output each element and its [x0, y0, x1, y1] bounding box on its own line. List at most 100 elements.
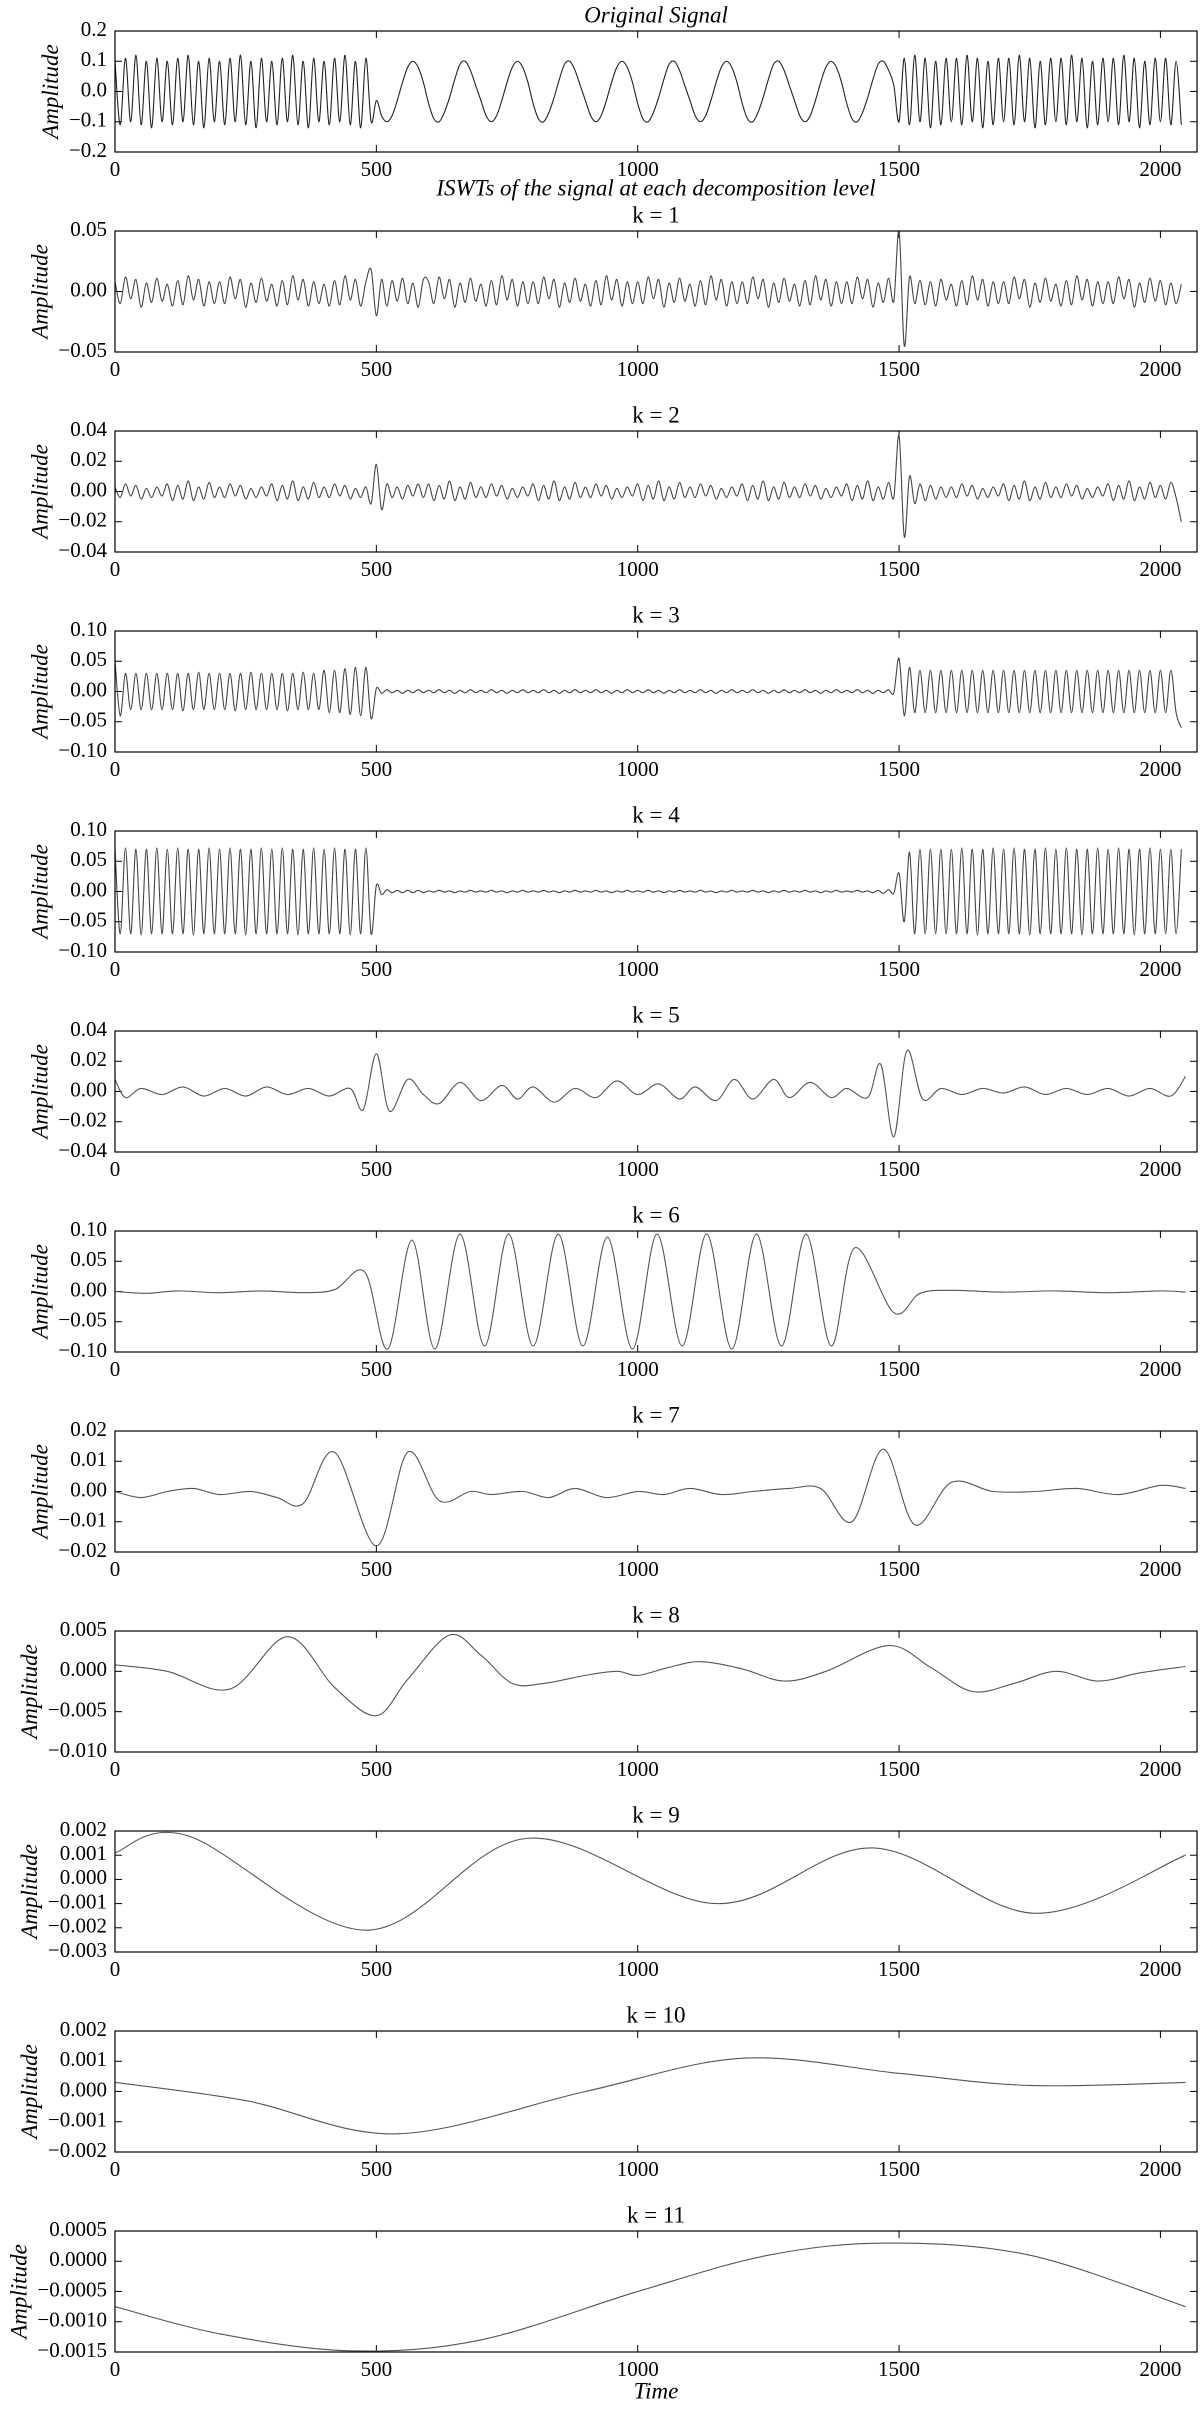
- x-tick-label: 1500: [878, 1357, 920, 1381]
- x-tick-label: 500: [361, 1357, 393, 1381]
- x-tick-label: 0: [110, 1357, 121, 1381]
- y-tick-label: 0.00: [70, 277, 107, 301]
- y-tick-label: 0.2: [81, 17, 107, 41]
- signal-line: [115, 1049, 1186, 1138]
- plot-frame: [114, 1230, 1198, 1353]
- plot-frame: [114, 630, 1198, 753]
- plot-frame: [114, 830, 1198, 953]
- x-tick-label: 500: [361, 957, 393, 981]
- x-tick-label: 1500: [878, 557, 920, 581]
- x-tick-label: 0: [110, 757, 121, 781]
- plot-frame: [114, 30, 1198, 153]
- x-tick-label: 1500: [878, 2357, 920, 2381]
- y-tick-label: 0.04: [70, 417, 107, 441]
- y-tick-label: −0.001: [48, 2108, 107, 2132]
- chart-title: k = 2: [632, 402, 679, 427]
- signal-line: [115, 54, 1182, 129]
- signal-line: [115, 2057, 1186, 2135]
- y-tick-label: −0.05: [58, 908, 107, 932]
- signal-line: [115, 434, 1182, 538]
- y-tick-label: 0.10: [70, 1217, 107, 1241]
- x-tick-label: 500: [361, 557, 393, 581]
- x-tick-label: 2000: [1139, 557, 1181, 581]
- x-axis-label: Time: [634, 2378, 679, 2403]
- signal-line: [115, 657, 1182, 729]
- y-tick-label: −0.001: [48, 1889, 107, 1913]
- chart-title: k = 11: [627, 2202, 685, 2227]
- y-tick-label: −0.2: [69, 138, 107, 162]
- y-tick-label: 0.02: [70, 1047, 107, 1071]
- y-tick-label: 0.005: [60, 1617, 107, 1641]
- chart-title: Original Signal: [584, 2, 728, 27]
- x-tick-label: 1000: [617, 557, 659, 581]
- y-tick-label: −0.10: [58, 1338, 107, 1362]
- x-tick-label: 0: [110, 357, 121, 381]
- y-tick-label: −0.0005: [37, 2277, 107, 2301]
- y-tick-label: −0.005: [48, 1697, 107, 1721]
- y-tick-label: 0.001: [60, 2047, 107, 2071]
- x-tick-label: 500: [361, 2357, 393, 2381]
- x-tick-label: 1500: [878, 1557, 920, 1581]
- y-tick-label: −0.010: [48, 1738, 107, 1762]
- y-tick-label: 0.0: [81, 77, 107, 101]
- x-tick-label: 1000: [617, 2157, 659, 2181]
- x-tick-label: 1000: [617, 1957, 659, 1981]
- y-tick-label: 0.002: [60, 2017, 107, 2041]
- y-tick-label: 0.00: [70, 677, 107, 701]
- x-tick-label: 500: [361, 157, 393, 181]
- y-tick-label: −0.05: [58, 338, 107, 362]
- y-tick-label: 0.00: [70, 1477, 107, 1501]
- x-tick-label: 1000: [617, 1157, 659, 1181]
- x-tick-label: 0: [110, 1157, 121, 1181]
- y-tick-label: −0.1: [69, 108, 107, 132]
- x-tick-label: 1500: [878, 1757, 920, 1781]
- y-tick-label: 0.1: [81, 47, 107, 71]
- y-tick-label: 0.0005: [49, 2217, 107, 2241]
- chart-title: k = 5: [632, 1002, 679, 1027]
- y-tick-label: 0.05: [70, 847, 107, 871]
- x-tick-label: 2000: [1139, 1557, 1181, 1581]
- x-tick-label: 0: [110, 2357, 121, 2381]
- x-tick-label: 500: [361, 1957, 393, 1981]
- y-tick-label: −0.10: [58, 738, 107, 762]
- y-axis-label: Amplitude: [28, 1244, 53, 1341]
- x-tick-label: 1000: [617, 1357, 659, 1381]
- y-tick-label: −0.04: [58, 1138, 107, 1162]
- x-tick-label: 1500: [878, 957, 920, 981]
- x-tick-label: 2000: [1139, 1757, 1181, 1781]
- x-tick-label: 2000: [1139, 357, 1181, 381]
- x-tick-label: 500: [361, 357, 393, 381]
- y-tick-label: −0.05: [58, 1308, 107, 1332]
- y-axis-label: Amplitude: [38, 44, 63, 141]
- y-tick-label: 0.000: [60, 2077, 107, 2101]
- signal-line: [115, 231, 1182, 347]
- x-tick-label: 0: [110, 1957, 121, 1981]
- x-tick-label: 500: [361, 1557, 393, 1581]
- y-tick-label: 0.001: [60, 1841, 107, 1865]
- x-tick-label: 0: [110, 557, 121, 581]
- chart-title: k = 4: [632, 802, 680, 827]
- y-tick-label: −0.0015: [37, 2338, 107, 2362]
- y-tick-label: 0.02: [70, 447, 107, 471]
- y-tick-label: −0.10: [58, 938, 107, 962]
- x-tick-label: 500: [361, 1157, 393, 1181]
- y-tick-label: 0.00: [70, 1077, 107, 1101]
- signal-line: [115, 1448, 1186, 1547]
- x-tick-label: 1500: [878, 757, 920, 781]
- y-axis-label: Amplitude: [28, 1444, 53, 1541]
- x-tick-label: 1500: [878, 357, 920, 381]
- chart-title: k = 7: [632, 1402, 679, 1427]
- y-tick-label: 0.000: [60, 1865, 107, 1889]
- y-axis-label: Amplitude: [7, 2244, 32, 2341]
- y-axis-label: Amplitude: [28, 644, 53, 741]
- x-tick-label: 1000: [617, 1557, 659, 1581]
- x-tick-label: 2000: [1139, 1157, 1181, 1181]
- x-tick-label: 1000: [617, 757, 659, 781]
- plot-frame: [114, 2030, 1198, 2153]
- y-tick-label: −0.02: [58, 508, 107, 532]
- y-axis-label: Amplitude: [17, 1844, 42, 1941]
- x-tick-label: 1500: [878, 157, 920, 181]
- y-tick-label: −0.0010: [37, 2308, 107, 2332]
- x-tick-label: 500: [361, 757, 393, 781]
